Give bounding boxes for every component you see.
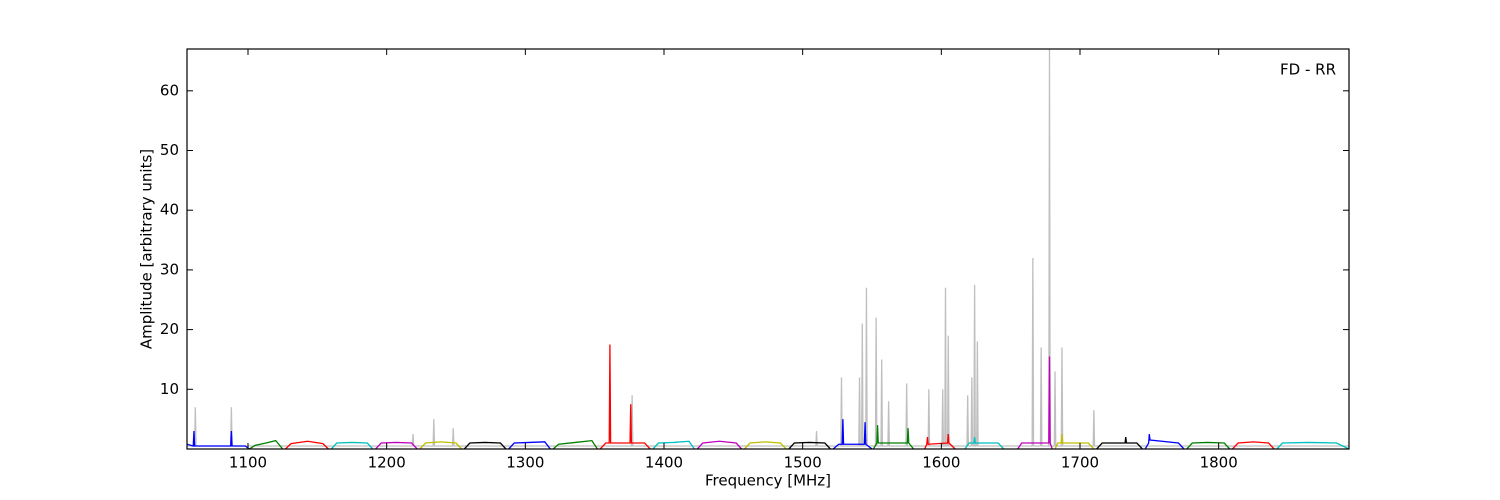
y-tick-label: 40 — [160, 201, 179, 219]
y-tick-label: 20 — [160, 320, 179, 338]
spectrum-line — [652, 440, 696, 449]
spectrum-line — [1232, 441, 1275, 449]
spectrum-line — [419, 441, 463, 449]
x-tick-label: 1200 — [368, 454, 406, 472]
spectrum-line — [249, 439, 284, 449]
spectrum-line — [508, 441, 551, 449]
annotation: FD - RR — [1280, 61, 1336, 79]
spectrum-line — [696, 440, 743, 449]
spectrum-line — [1096, 436, 1143, 449]
y-tick-label: 10 — [160, 380, 179, 398]
spectrum-line — [1054, 434, 1095, 449]
spectrum-line — [1144, 433, 1185, 449]
y-tick-label: 30 — [160, 260, 179, 278]
x-tick-label: 1800 — [1200, 454, 1238, 472]
spectrum-line — [552, 439, 598, 449]
spectrum-line — [330, 441, 374, 449]
y-axis-label: Amplitude [arbitrary units] — [138, 149, 156, 349]
spectrum-line — [375, 441, 418, 449]
plot-frame — [186, 48, 1350, 450]
spectrum-line — [599, 344, 651, 449]
spectrum-line — [964, 436, 1005, 449]
x-tick-label: 1400 — [645, 454, 683, 472]
spectrum-line — [872, 425, 915, 449]
spectrum-line — [1186, 441, 1231, 449]
spectrum-line — [187, 431, 250, 449]
spectrum-line — [463, 441, 507, 449]
y-tick-label: 50 — [160, 141, 179, 159]
x-tick-label: 1300 — [506, 454, 544, 472]
y-tick-label: 60 — [160, 81, 179, 99]
x-tick-label: 1600 — [922, 454, 960, 472]
x-tick-label: 1500 — [784, 454, 822, 472]
spectrum-line — [832, 419, 873, 449]
spectrum-line — [1017, 356, 1053, 449]
x-axis-label: Frequency [MHz] — [705, 472, 831, 490]
spectrum-line — [788, 441, 831, 449]
spectrum-line — [187, 49, 1349, 447]
spectrum-line — [284, 440, 329, 449]
spectrum-line — [1276, 441, 1349, 449]
plot-lines — [187, 49, 1349, 449]
spectrum-line — [743, 441, 787, 449]
spectrum-line — [924, 434, 956, 449]
x-tick-label: 1100 — [229, 454, 267, 472]
x-tick-label: 1700 — [1061, 454, 1099, 472]
